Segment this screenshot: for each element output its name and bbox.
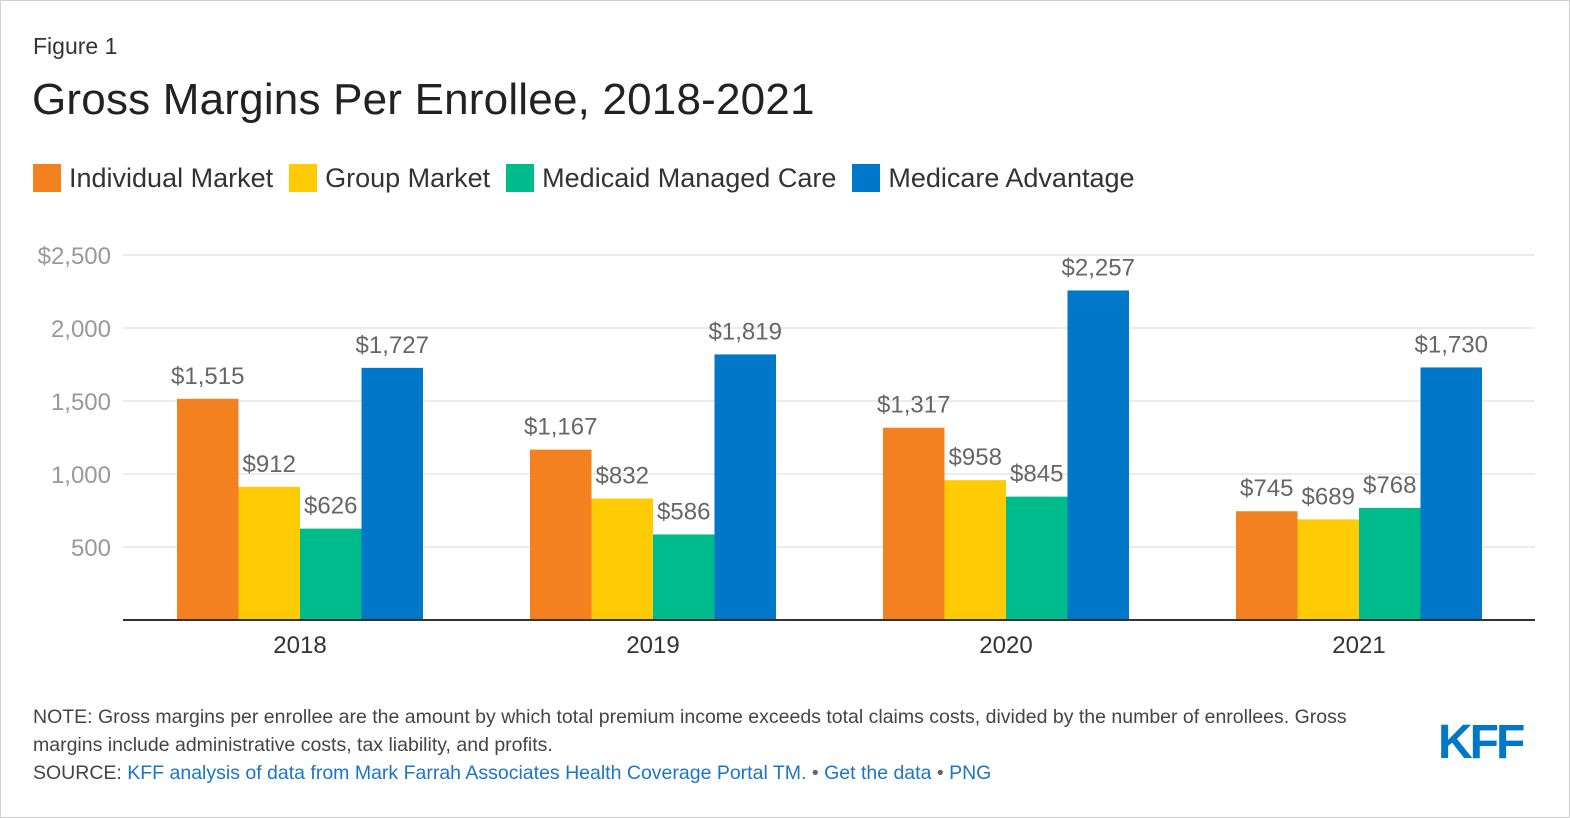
legend-label-medicaid-managed-care: Medicaid Managed Care (542, 162, 837, 193)
bar (361, 367, 423, 620)
x-tick-label: 2018 (273, 632, 326, 659)
legend-label-individual-market: Individual Market (69, 162, 274, 193)
bar (300, 528, 362, 620)
bar (1297, 519, 1359, 620)
legend-label-group-market: Group Market (325, 162, 491, 193)
data-label: $768 (1363, 472, 1416, 499)
legend-item-group-market[interactable]: Group Market (289, 163, 490, 194)
legend-swatch-individual-market (33, 164, 61, 192)
legend-swatch-group-market (289, 164, 318, 192)
data-label: $1,515 (171, 363, 244, 390)
bar (883, 427, 945, 620)
x-tick-label: 2020 (979, 632, 1032, 659)
legend-item-individual-market[interactable]: Individual Market (33, 163, 273, 194)
legend-item-medicare-advantage[interactable]: Medicare Advantage (852, 162, 1135, 194)
data-label: $845 (1010, 461, 1063, 488)
data-label: $1,727 (356, 332, 429, 359)
bar (1067, 290, 1129, 620)
y-tick-label: 1,500 (51, 389, 111, 416)
bar (1236, 511, 1298, 620)
get-the-data-link[interactable]: Get the data (824, 762, 932, 784)
data-label: $745 (1240, 475, 1293, 502)
bar (1006, 496, 1068, 620)
chart-title: Gross Margins Per Enrollee, 2018-2021 (32, 75, 815, 124)
data-label: $626 (304, 493, 357, 520)
bar (653, 534, 715, 620)
bar (714, 354, 776, 620)
source-separator-2: • (936, 762, 944, 784)
bar (238, 486, 300, 620)
kff-logo: KFF (1438, 716, 1527, 764)
legend-swatch-medicare-advantage (852, 164, 881, 192)
bar (591, 498, 653, 620)
bar (177, 398, 239, 620)
data-label: $1,317 (877, 392, 950, 419)
y-tick-label: 500 (71, 535, 111, 562)
data-label: $1,819 (709, 318, 782, 345)
data-label: $1,167 (524, 414, 597, 441)
x-tick-label: 2021 (1332, 632, 1385, 659)
bar (530, 449, 592, 620)
legend: Individual Market Group Market Medicaid … (33, 160, 1151, 196)
bar (1359, 507, 1421, 620)
kff-logo-text: KFF (1438, 716, 1524, 764)
note-text: NOTE: Gross margins per enrollee are the… (33, 706, 1347, 756)
data-label: $1,730 (1415, 331, 1488, 358)
y-tick-label: 2,000 (51, 316, 111, 343)
bar (1420, 367, 1482, 620)
source-prefix: SOURCE: (33, 762, 128, 784)
data-label: $586 (657, 498, 710, 525)
data-label: $832 (596, 463, 649, 490)
legend-label-medicare-advantage: Medicare Advantage (888, 162, 1135, 193)
figure-label: Figure 1 (33, 33, 118, 59)
data-label: $958 (949, 444, 1002, 471)
bar-chart: 500 1,000 1,500 2,000 $2,500 $1,515 $912 $626 $1… (38, 243, 1535, 659)
legend-swatch-medicaid-managed-care (506, 164, 535, 192)
png-link[interactable]: PNG (949, 762, 992, 784)
bar (944, 480, 1006, 620)
y-tick-label: 1,000 (51, 462, 111, 489)
x-tick-label: 2019 (626, 632, 679, 659)
data-label: $689 (1302, 483, 1355, 510)
source-separator: • (811, 762, 819, 784)
source-line: SOURCE: KFF analysis of data from Mark F… (33, 759, 991, 787)
source-link[interactable]: KFF analysis of data from Mark Farrah As… (127, 762, 807, 784)
legend-item-medicaid-managed-care[interactable]: Medicaid Managed Care (506, 163, 836, 194)
data-label: $912 (243, 451, 296, 478)
y-tick-label: $2,500 (38, 243, 111, 270)
data-label: $2,257 (1062, 254, 1135, 281)
